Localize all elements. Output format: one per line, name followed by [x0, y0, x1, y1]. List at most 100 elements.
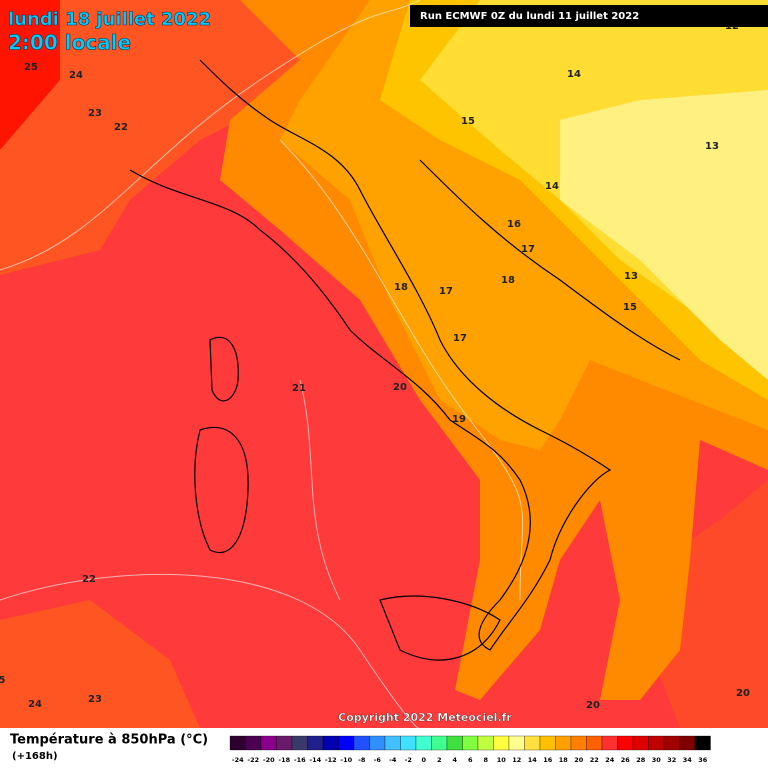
color-swatch	[291, 735, 308, 751]
color-swatch	[508, 735, 525, 751]
legend-tick: 0	[421, 756, 426, 764]
color-swatch	[415, 735, 432, 751]
legend-tick: 10	[497, 756, 507, 764]
color-swatch	[632, 735, 649, 751]
legend-tick: 14	[528, 756, 538, 764]
color-swatch	[663, 735, 680, 751]
contour-label: 5	[0, 675, 6, 686]
contour-label: 22	[82, 574, 96, 585]
legend-tick: -8	[358, 756, 366, 764]
contour-label: 18	[394, 282, 408, 293]
band-22	[650, 480, 768, 728]
contour-label: 21	[292, 383, 306, 394]
color-swatch	[446, 735, 463, 751]
color-swatch	[462, 735, 479, 751]
legend-tick: 34	[683, 756, 693, 764]
color-swatch	[586, 735, 603, 751]
color-swatch	[276, 735, 293, 751]
date-title: lundi 18 juillet 2022	[8, 9, 211, 30]
legend-tick: -20	[263, 756, 275, 764]
color-swatch	[369, 735, 386, 751]
contour-label: 24	[28, 699, 42, 710]
legend-tick: -16	[294, 756, 306, 764]
coastline	[379, 595, 501, 661]
color-swatch	[384, 735, 401, 751]
copyright: Copyright 2022 Meteociel.fr	[338, 711, 512, 724]
legend-tick: -12	[325, 756, 337, 764]
contour-label: 15	[461, 116, 475, 127]
contour-label: 13	[624, 271, 638, 282]
contour-label: 14	[545, 181, 559, 192]
contour-label: 19	[452, 414, 466, 425]
color-swatch	[539, 735, 556, 751]
legend-tick: 24	[605, 756, 615, 764]
isotherm	[279, 139, 524, 601]
run-banner	[410, 5, 768, 27]
legend-tick: 18	[559, 756, 569, 764]
contour-label: 23	[88, 694, 102, 705]
band-22	[0, 600, 200, 728]
legend-tick: 6	[468, 756, 473, 764]
legend-tick: 12	[512, 756, 521, 764]
isotherm	[0, 0, 421, 271]
legend-tick: 2	[437, 756, 442, 764]
legend-tick: 26	[621, 756, 631, 764]
legend-tick: 4	[452, 756, 457, 764]
color-swatch	[493, 735, 510, 751]
coastline	[419, 159, 681, 361]
lead-time: (+168h)	[12, 751, 58, 762]
contour-label: 20	[393, 382, 407, 393]
contour-label: 24	[69, 70, 83, 81]
legend-tick: -10	[340, 756, 352, 764]
contour-label: 16	[507, 219, 521, 230]
contour-label: 20	[736, 688, 750, 699]
legend-tick: 16	[543, 756, 553, 764]
color-swatch	[245, 735, 262, 751]
time-title: 2:00 locale	[8, 31, 131, 55]
isotherms	[0, 0, 524, 730]
legend-tick: -4	[389, 756, 397, 764]
legend-tick: 28	[636, 756, 646, 764]
contour-label: 25	[24, 62, 38, 73]
color-swatch	[617, 735, 634, 751]
legend-tick: 32	[667, 756, 676, 764]
band-12	[560, 90, 768, 380]
color-swatch	[307, 735, 324, 751]
color-swatch	[260, 735, 277, 751]
contour-label: 17	[453, 333, 467, 344]
contour-label: 23	[88, 108, 102, 119]
legend-tick: 20	[574, 756, 584, 764]
color-swatch	[694, 735, 711, 751]
color-swatch	[648, 735, 665, 751]
contour-label: 22	[114, 122, 128, 133]
color-swatch	[477, 735, 494, 751]
color-swatch	[679, 735, 696, 751]
legend-tick: 30	[652, 756, 662, 764]
isotherm	[0, 573, 421, 730]
color-swatch	[431, 735, 448, 751]
contour-label: 15	[623, 302, 637, 313]
coastline	[194, 426, 249, 553]
contour-label: 20	[586, 700, 600, 711]
contour-label: 18	[501, 275, 515, 286]
color-swatch	[322, 735, 339, 751]
legend-tick: 36	[698, 756, 708, 764]
legend-tick: 8	[483, 756, 488, 764]
coastline	[129, 59, 612, 651]
isotherm	[299, 379, 341, 601]
color-swatch	[229, 735, 246, 751]
color-swatch	[601, 735, 618, 751]
legend-tick: -14	[309, 756, 321, 764]
run-info: Run ECMWF 0Z du lundi 11 juillet 2022	[420, 11, 639, 22]
legend-tick: -18	[278, 756, 290, 764]
contour-label: 17	[439, 286, 453, 297]
contour-label: 14	[567, 69, 581, 80]
color-swatch	[353, 735, 370, 751]
legend-tick: -24	[232, 756, 244, 764]
legend-tick: -6	[374, 756, 382, 764]
contour-label: 17	[521, 244, 535, 255]
legend-tick: -2	[405, 756, 412, 764]
color-swatch	[338, 735, 355, 751]
coastline	[209, 336, 239, 402]
